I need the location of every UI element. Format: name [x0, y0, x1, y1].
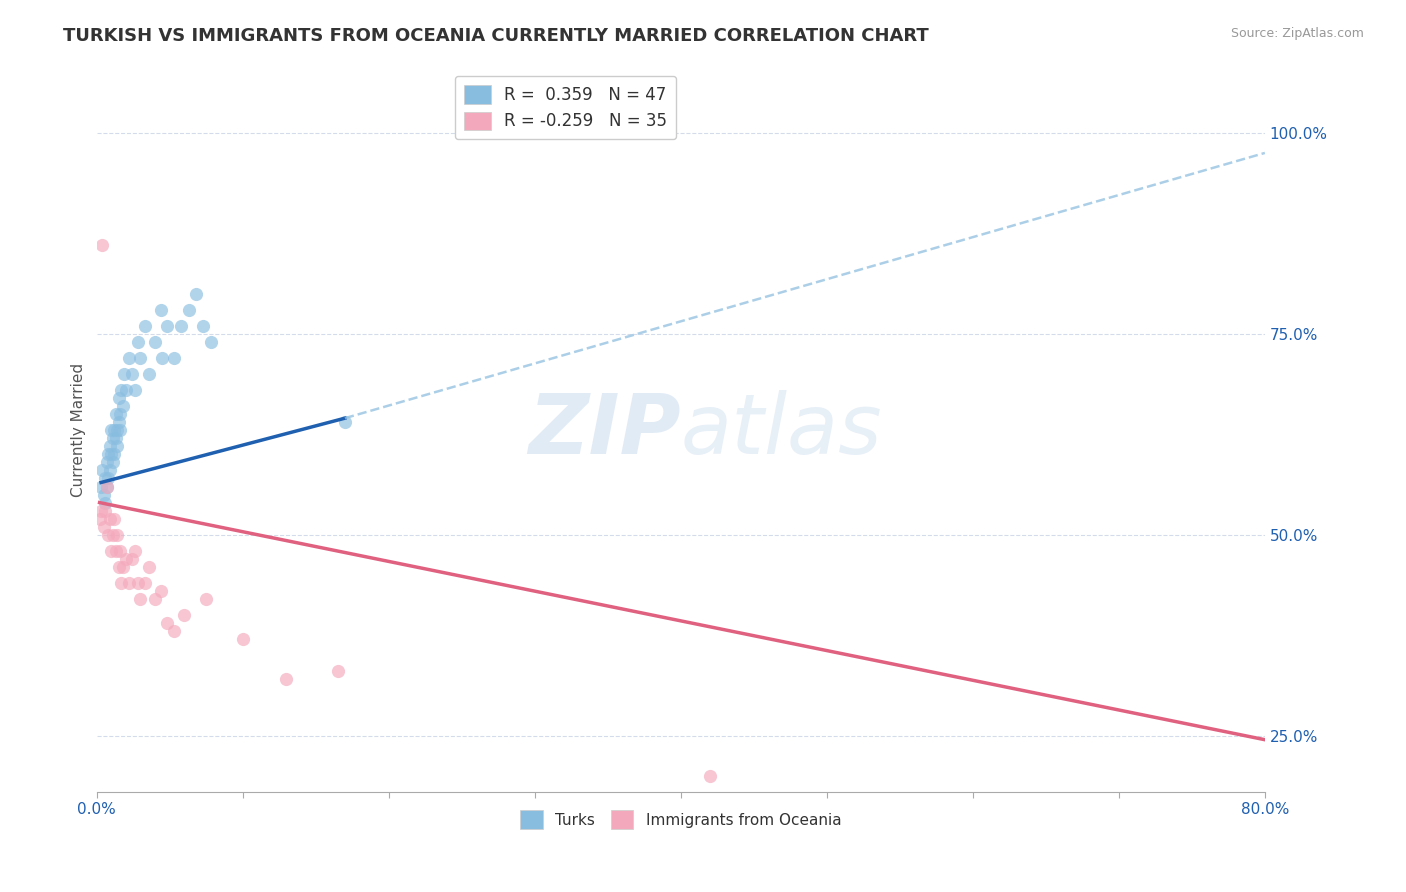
- Point: [100, 447, 122, 461]
- Point: [103, 423, 125, 437]
- Point: [98, 463, 121, 477]
- Point: [89, 511, 111, 525]
- Point: [90, 479, 112, 493]
- Point: [91, 463, 114, 477]
- Point: [115, 383, 138, 397]
- Point: [170, 318, 193, 333]
- Text: TURKISH VS IMMIGRANTS FROM OCEANIA CURRENTLY MARRIED CORRELATION CHART: TURKISH VS IMMIGRANTS FROM OCEANIA CURRE…: [63, 27, 929, 45]
- Point: [276, 673, 298, 687]
- Point: [100, 544, 122, 558]
- Point: [98, 511, 121, 525]
- Point: [94, 471, 117, 485]
- Point: [193, 318, 215, 333]
- Point: [129, 351, 152, 365]
- Point: [121, 367, 143, 381]
- Point: [101, 527, 124, 541]
- Point: [105, 439, 128, 453]
- Point: [108, 423, 131, 437]
- Text: ZIP: ZIP: [529, 390, 681, 471]
- Point: [124, 383, 146, 397]
- Point: [156, 318, 179, 333]
- Point: [94, 495, 117, 509]
- Point: [134, 318, 156, 333]
- Point: [149, 302, 172, 317]
- Point: [108, 544, 131, 558]
- Point: [149, 584, 172, 599]
- Text: Source: ZipAtlas.com: Source: ZipAtlas.com: [1230, 27, 1364, 40]
- Point: [121, 552, 143, 566]
- Point: [118, 576, 141, 591]
- Point: [105, 423, 128, 437]
- Point: [105, 527, 128, 541]
- Point: [107, 560, 129, 574]
- Text: atlas: atlas: [681, 390, 883, 471]
- Point: [177, 302, 200, 317]
- Point: [107, 391, 129, 405]
- Point: [93, 519, 115, 533]
- Point: [138, 367, 160, 381]
- Point: [103, 511, 125, 525]
- Point: [96, 455, 118, 469]
- Point: [112, 367, 135, 381]
- Point: [699, 769, 721, 783]
- Point: [104, 431, 127, 445]
- Point: [200, 334, 222, 349]
- Point: [101, 455, 124, 469]
- Point: [134, 576, 156, 591]
- Point: [143, 592, 166, 607]
- Point: [97, 527, 120, 541]
- Point: [97, 447, 120, 461]
- Point: [103, 447, 125, 461]
- Point: [100, 423, 122, 437]
- Point: [163, 351, 186, 365]
- Point: [110, 383, 132, 397]
- Point: [232, 632, 254, 647]
- Point: [98, 439, 121, 453]
- Point: [90, 503, 112, 517]
- Point: [138, 560, 160, 574]
- Point: [96, 479, 118, 493]
- Y-axis label: Currently Married: Currently Married: [72, 363, 86, 498]
- Point: [124, 544, 146, 558]
- Legend: Turks, Immigrants from Oceania: Turks, Immigrants from Oceania: [515, 804, 848, 835]
- Point: [173, 608, 195, 623]
- Point: [156, 616, 179, 631]
- Point: [143, 334, 166, 349]
- Point: [118, 351, 141, 365]
- Point: [104, 544, 127, 558]
- Point: [110, 576, 132, 591]
- Point: [129, 592, 152, 607]
- Point: [96, 479, 118, 493]
- Point: [97, 471, 120, 485]
- Point: [333, 415, 356, 429]
- Point: [195, 592, 218, 607]
- Point: [163, 624, 186, 639]
- Point: [101, 431, 124, 445]
- Point: [150, 351, 173, 365]
- Point: [104, 407, 127, 421]
- Point: [107, 415, 129, 429]
- Point: [127, 334, 149, 349]
- Point: [127, 576, 149, 591]
- Point: [184, 286, 207, 301]
- Point: [108, 407, 131, 421]
- Point: [94, 503, 117, 517]
- Point: [111, 560, 134, 574]
- Point: [111, 399, 134, 413]
- Point: [326, 665, 349, 679]
- Point: [91, 238, 114, 252]
- Point: [93, 487, 115, 501]
- Point: [115, 552, 138, 566]
